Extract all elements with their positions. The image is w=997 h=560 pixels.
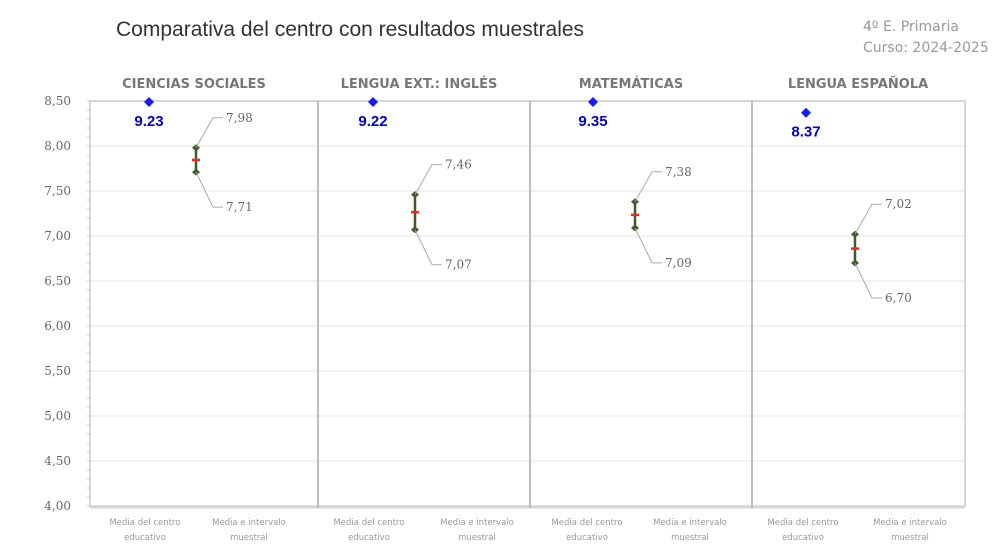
- y-tick-label: 7,00: [44, 229, 71, 243]
- lower-leader-line: [854, 262, 882, 299]
- chart-title: Comparativa del centro con resultados mu…: [116, 18, 585, 41]
- centro-mean-label: 9.35: [578, 113, 607, 130]
- upper-leader-line: [854, 203, 882, 235]
- panel-title: MATEMÁTICAS: [579, 76, 683, 92]
- x-category-label: educativo: [782, 533, 824, 543]
- lower-leader-line: [195, 171, 223, 208]
- x-category-label: Media e intervalo: [653, 518, 727, 528]
- interval-lower-label: 7,07: [445, 258, 472, 272]
- x-category-label: educativo: [124, 533, 166, 543]
- centro-mean-label: 9.23: [134, 113, 163, 130]
- x-category-label: educativo: [348, 533, 390, 543]
- x-category-label: muestral: [230, 533, 268, 543]
- y-tick-label: 7,50: [44, 184, 71, 198]
- centro-mean-label: 8.37: [791, 124, 820, 141]
- x-category-label: muestral: [458, 533, 496, 543]
- interval-lower-label: 6,70: [885, 291, 912, 305]
- x-category-label: Media e intervalo: [212, 518, 286, 528]
- y-tick-label: 5,00: [44, 409, 71, 423]
- centro-mean-marker: [801, 107, 811, 118]
- x-category-label: muestral: [891, 533, 929, 543]
- interval-lower-label: 7,71: [226, 200, 253, 214]
- interval-upper-label: 7,46: [445, 158, 472, 172]
- lower-leader-line: [414, 229, 442, 266]
- subtitle-level: 4º E. Primaria: [863, 19, 959, 35]
- interval-lower-label: 7,09: [665, 256, 692, 270]
- panel-title: LENGUA ESPAÑOLA: [788, 76, 928, 92]
- upper-leader-line: [195, 117, 223, 149]
- x-category-label: Media del centro: [767, 518, 838, 528]
- panel-title: LENGUA EXT.: INGLÉS: [341, 76, 498, 92]
- x-category-label: Media del centro: [551, 518, 622, 528]
- centro-mean-label: 9.22: [358, 113, 387, 130]
- y-tick-label: 6,50: [44, 274, 71, 288]
- x-category-label: Media e intervalo: [440, 518, 514, 528]
- panel-title: CIENCIAS SOCIALES: [122, 77, 266, 92]
- y-tick-label: 4,50: [44, 454, 71, 468]
- x-category-label: educativo: [566, 533, 608, 543]
- interval-upper-label: 7,38: [665, 165, 692, 179]
- upper-leader-line: [414, 164, 442, 195]
- centro-mean-marker: [588, 97, 598, 107]
- upper-leader-line: [634, 171, 662, 203]
- plot-frame: [89, 100, 966, 507]
- centro-mean-marker: [368, 97, 378, 107]
- x-category-label: muestral: [671, 533, 709, 543]
- y-tick-label: 8,00: [44, 139, 71, 153]
- y-tick-label: 4,00: [44, 499, 71, 513]
- interval-upper-label: 7,02: [885, 197, 912, 211]
- y-tick-label: 8,50: [44, 94, 71, 108]
- y-tick-label: 6,00: [44, 319, 71, 333]
- y-tick-label: 5,50: [44, 364, 71, 378]
- x-category-label: Media e intervalo: [873, 518, 947, 528]
- subtitle-course: Curso: 2024-2025: [863, 40, 989, 56]
- x-category-label: Media del centro: [109, 518, 180, 528]
- x-category-label: Media del centro: [333, 518, 404, 528]
- interval-upper-label: 7,98: [226, 111, 253, 125]
- centro-mean-marker: [144, 97, 154, 107]
- lower-leader-line: [634, 227, 662, 264]
